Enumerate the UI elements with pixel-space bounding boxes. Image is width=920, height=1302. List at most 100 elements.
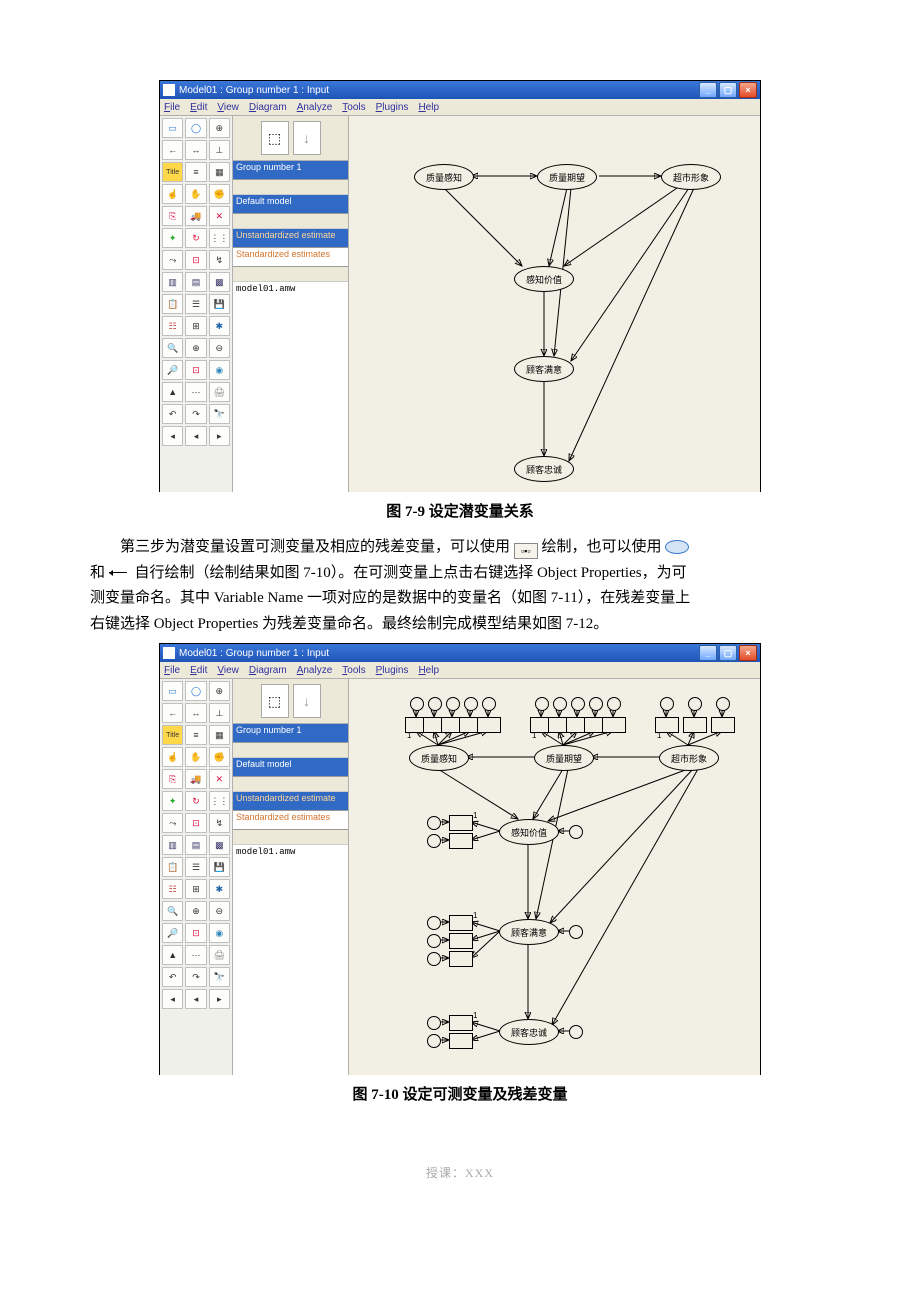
dp-icon[interactable]: ⋯ bbox=[185, 945, 206, 965]
calc2-icon[interactable]: ▤ bbox=[185, 835, 206, 855]
residual-var[interactable] bbox=[569, 825, 583, 839]
residual-var[interactable] bbox=[569, 925, 583, 939]
output-path-icon[interactable]: ↓ bbox=[293, 121, 321, 155]
latent-perceived-value[interactable]: 感知价值 bbox=[514, 266, 574, 292]
menu-diagram[interactable]: Diagram bbox=[249, 102, 287, 113]
menu-tools[interactable]: Tools bbox=[342, 665, 365, 676]
scroll-icon[interactable]: ⊡ bbox=[185, 813, 206, 833]
scroll-icon[interactable]: ⊡ bbox=[185, 250, 206, 270]
ellipse-icon[interactable]: ◯ bbox=[185, 681, 206, 701]
select-all-icon[interactable]: ✋ bbox=[185, 184, 206, 204]
menu-view[interactable]: View bbox=[217, 102, 239, 113]
calc2-icon[interactable]: ▤ bbox=[185, 272, 206, 292]
touch-icon[interactable]: ↯ bbox=[209, 250, 230, 270]
menu-file[interactable]: File bbox=[164, 102, 180, 113]
deselect-icon[interactable]: ✊ bbox=[209, 747, 230, 767]
list-vars-icon[interactable]: ≡ bbox=[185, 162, 206, 182]
residual-var[interactable] bbox=[553, 697, 567, 711]
observed-var[interactable] bbox=[602, 717, 626, 733]
latent-quality-expectation[interactable]: 质量期望 bbox=[534, 745, 594, 771]
menu-help[interactable]: Help bbox=[418, 665, 439, 676]
estimate1-item[interactable]: Unstandardized estimate bbox=[233, 229, 348, 248]
path-both-icon[interactable]: ↔ bbox=[185, 703, 206, 723]
arrow-l-icon[interactable]: ◂ bbox=[162, 989, 183, 1009]
estimate1-item[interactable]: Unstandardized estimate bbox=[233, 792, 348, 811]
calc1-icon[interactable]: ▥ bbox=[162, 272, 183, 292]
move-icon[interactable]: 🚚 bbox=[185, 769, 206, 789]
residual-var[interactable] bbox=[427, 1034, 441, 1048]
calc1-icon[interactable]: ▥ bbox=[162, 835, 183, 855]
latent-loyalty[interactable]: 顾客忠诚 bbox=[514, 456, 574, 482]
output-path-icon[interactable]: ↓ bbox=[293, 684, 321, 718]
residual-var[interactable] bbox=[427, 952, 441, 966]
latent-quality-perception[interactable]: 质量感知 bbox=[409, 745, 469, 771]
residual-var[interactable] bbox=[569, 1025, 583, 1039]
reflect-icon[interactable]: ⋮⋮ bbox=[209, 228, 230, 248]
zoom-page-icon[interactable]: 🔎 bbox=[162, 923, 183, 943]
input-path-icon[interactable]: ⬚ bbox=[261, 121, 289, 155]
residual-var[interactable] bbox=[482, 697, 496, 711]
maximize-button[interactable]: ▢ bbox=[719, 645, 737, 661]
clipboard-icon[interactable]: 📋 bbox=[162, 294, 183, 314]
menu-diagram[interactable]: Diagram bbox=[249, 665, 287, 676]
residual-var[interactable] bbox=[427, 816, 441, 830]
redo-icon[interactable]: ↷ bbox=[185, 967, 206, 987]
maximize-button[interactable]: ▢ bbox=[719, 82, 737, 98]
arrow-l2-icon[interactable]: ◂ bbox=[185, 426, 206, 446]
menu-tools[interactable]: Tools bbox=[342, 102, 365, 113]
undo-icon[interactable]: ↶ bbox=[162, 404, 183, 424]
path-diagram-canvas[interactable]: 质量感知 质量期望 超市形象 感知价值 顾客满意 顾客忠诚 bbox=[349, 116, 760, 492]
shape-icon[interactable]: ✦ bbox=[162, 228, 183, 248]
rect-icon[interactable]: ▭ bbox=[162, 118, 183, 138]
menu-view[interactable]: View bbox=[217, 665, 239, 676]
analysis-icon[interactable]: ⊞ bbox=[185, 879, 206, 899]
menubar[interactable]: File Edit View Diagram Analyze Tools Plu… bbox=[160, 662, 760, 679]
observed-var[interactable] bbox=[449, 833, 473, 849]
menu-analyze[interactable]: Analyze bbox=[297, 102, 333, 113]
residual-var[interactable] bbox=[716, 697, 730, 711]
menu-help[interactable]: Help bbox=[418, 102, 439, 113]
residual-var[interactable] bbox=[427, 934, 441, 948]
observed-var[interactable] bbox=[449, 915, 473, 931]
title-icon[interactable]: Title bbox=[162, 162, 183, 182]
close-button[interactable]: × bbox=[739, 645, 757, 661]
analysis-icon[interactable]: ⊞ bbox=[185, 316, 206, 336]
ellipse-icon[interactable]: ◯ bbox=[185, 118, 206, 138]
view-text-icon[interactable]: ☰ bbox=[185, 294, 206, 314]
loupe-icon[interactable]: ⊡ bbox=[185, 923, 206, 943]
calc3-icon[interactable]: ▩ bbox=[209, 835, 230, 855]
multi-group-icon[interactable]: ✱ bbox=[209, 879, 230, 899]
model-list-item[interactable]: Default model bbox=[233, 195, 348, 214]
observed-var[interactable] bbox=[711, 717, 735, 733]
print-icon[interactable]: 🖨 bbox=[209, 382, 230, 402]
zoom-sel-icon[interactable]: 🔍 bbox=[162, 901, 183, 921]
zoom-page-icon[interactable]: 🔎 bbox=[162, 360, 183, 380]
zoom-in-icon[interactable]: ⊕ bbox=[185, 338, 206, 358]
latent-satisfaction[interactable]: 顾客满意 bbox=[499, 919, 559, 945]
move-icon[interactable]: 🚚 bbox=[185, 206, 206, 226]
residual-var[interactable] bbox=[660, 697, 674, 711]
zoom-in-icon[interactable]: ⊕ bbox=[185, 901, 206, 921]
minimize-button[interactable]: _ bbox=[699, 82, 717, 98]
residual-var[interactable] bbox=[535, 697, 549, 711]
residual-var[interactable] bbox=[427, 1016, 441, 1030]
group-list-item[interactable]: Group number 1 bbox=[233, 724, 348, 743]
erase-icon[interactable]: ✕ bbox=[209, 769, 230, 789]
error-icon[interactable]: ⊥ bbox=[209, 703, 230, 723]
reflect-icon[interactable]: ⋮⋮ bbox=[209, 791, 230, 811]
spec-search-icon[interactable]: ▲ bbox=[162, 382, 183, 402]
titlebar[interactable]: Model01 : Group number 1 : Input _ ▢ × bbox=[160, 644, 760, 662]
residual-var[interactable] bbox=[589, 697, 603, 711]
path-left-icon[interactable]: ← bbox=[162, 703, 183, 723]
menu-plugins[interactable]: Plugins bbox=[376, 665, 409, 676]
rect-icon[interactable]: ▭ bbox=[162, 681, 183, 701]
zoom-out-icon[interactable]: ⊖ bbox=[209, 901, 230, 921]
latent-perceived-value[interactable]: 感知价值 bbox=[499, 819, 559, 845]
touch-icon[interactable]: ↯ bbox=[209, 813, 230, 833]
spec-search-icon[interactable]: ▲ bbox=[162, 945, 183, 965]
list-vars-icon[interactable]: ≡ bbox=[185, 725, 206, 745]
latent-store-image[interactable]: 超市形象 bbox=[661, 164, 721, 190]
arrow-l-icon[interactable]: ◂ bbox=[162, 426, 183, 446]
residual-var[interactable] bbox=[410, 697, 424, 711]
residual-var[interactable] bbox=[446, 697, 460, 711]
